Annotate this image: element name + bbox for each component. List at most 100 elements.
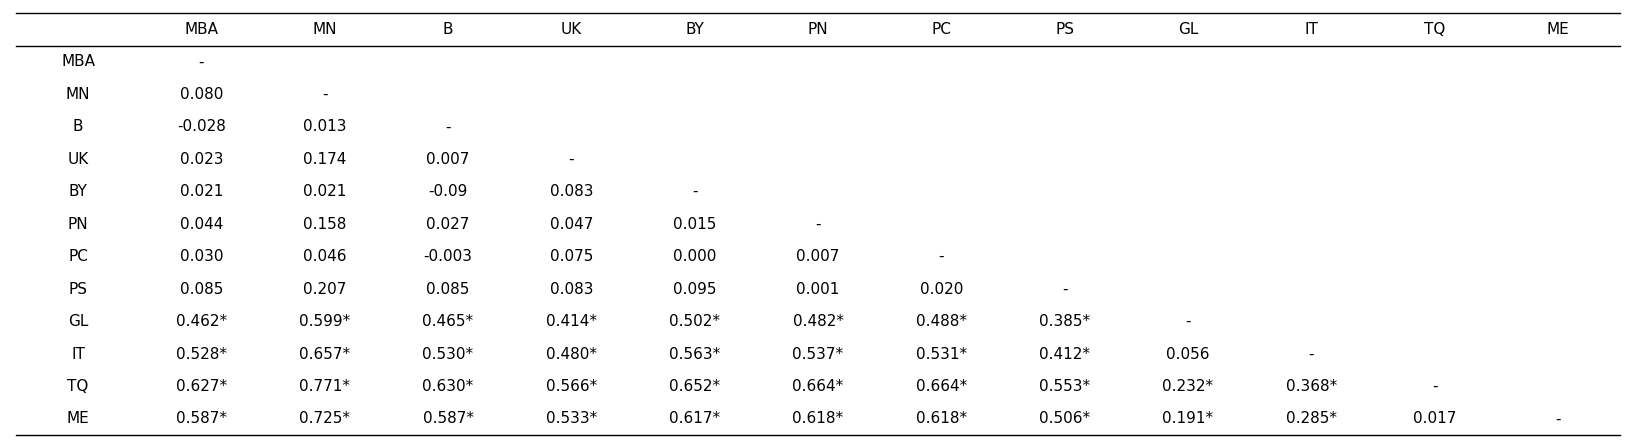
Text: 0.001: 0.001: [797, 281, 839, 297]
Text: -0.028: -0.028: [177, 119, 226, 135]
Text: BY: BY: [685, 22, 703, 37]
Text: 0.013: 0.013: [303, 119, 347, 135]
Text: TQ: TQ: [67, 379, 88, 394]
Text: -: -: [1062, 281, 1067, 297]
Text: -0.09: -0.09: [429, 184, 468, 199]
Text: 0.599*: 0.599*: [299, 314, 350, 329]
Text: 0.080: 0.080: [180, 87, 222, 102]
Text: 0.771*: 0.771*: [299, 379, 350, 394]
Text: B: B: [443, 22, 453, 37]
Text: -0.003: -0.003: [424, 249, 473, 264]
Text: MBA: MBA: [61, 55, 95, 70]
Text: -: -: [1556, 412, 1561, 426]
Text: 0.563*: 0.563*: [669, 346, 720, 361]
Text: 0.083: 0.083: [550, 281, 594, 297]
Text: 0.502*: 0.502*: [669, 314, 720, 329]
Text: PC: PC: [69, 249, 88, 264]
Text: -: -: [445, 119, 452, 135]
Text: 0.007: 0.007: [427, 152, 470, 167]
Text: 0.158: 0.158: [303, 217, 347, 232]
Text: 0.023: 0.023: [180, 152, 222, 167]
Text: PN: PN: [67, 217, 88, 232]
Text: 0.095: 0.095: [672, 281, 717, 297]
Text: PS: PS: [1055, 22, 1075, 37]
Text: ME: ME: [67, 412, 90, 426]
Text: 0.021: 0.021: [180, 184, 222, 199]
Text: PC: PC: [931, 22, 951, 37]
Text: 0.017: 0.017: [1414, 412, 1456, 426]
Text: 0.020: 0.020: [919, 281, 964, 297]
Text: B: B: [72, 119, 83, 135]
Text: -: -: [939, 249, 944, 264]
Text: IT: IT: [1304, 22, 1319, 37]
Text: 0.385*: 0.385*: [1039, 314, 1090, 329]
Text: PS: PS: [69, 281, 87, 297]
Text: 0.047: 0.047: [550, 217, 592, 232]
Text: 0.207: 0.207: [303, 281, 347, 297]
Text: 0.618*: 0.618*: [792, 412, 844, 426]
Text: 0.553*: 0.553*: [1039, 379, 1090, 394]
Text: -: -: [692, 184, 697, 199]
Text: 0.533*: 0.533*: [546, 412, 597, 426]
Text: 0.506*: 0.506*: [1039, 412, 1090, 426]
Text: 0.652*: 0.652*: [669, 379, 720, 394]
Text: 0.630*: 0.630*: [422, 379, 474, 394]
Text: 0.046: 0.046: [303, 249, 347, 264]
Text: 0.531*: 0.531*: [916, 346, 967, 361]
Text: 0.587*: 0.587*: [422, 412, 473, 426]
Text: GL: GL: [67, 314, 88, 329]
Text: 0.482*: 0.482*: [792, 314, 844, 329]
Text: 0.030: 0.030: [180, 249, 222, 264]
Text: 0.007: 0.007: [797, 249, 839, 264]
Text: 0.412*: 0.412*: [1039, 346, 1090, 361]
Text: 0.725*: 0.725*: [299, 412, 350, 426]
Text: 0.537*: 0.537*: [792, 346, 844, 361]
Text: -: -: [1184, 314, 1191, 329]
Text: 0.056: 0.056: [1166, 346, 1209, 361]
Text: 0.462*: 0.462*: [175, 314, 227, 329]
Text: 0.085: 0.085: [180, 281, 222, 297]
Text: 0.480*: 0.480*: [546, 346, 597, 361]
Text: ME: ME: [1546, 22, 1569, 37]
Text: UK: UK: [67, 152, 88, 167]
Text: 0.657*: 0.657*: [299, 346, 350, 361]
Text: -: -: [569, 152, 574, 167]
Text: 0.021: 0.021: [303, 184, 347, 199]
Text: MN: MN: [312, 22, 337, 37]
Text: 0.566*: 0.566*: [546, 379, 597, 394]
Text: MBA: MBA: [185, 22, 218, 37]
Text: 0.083: 0.083: [550, 184, 594, 199]
Text: -: -: [1432, 379, 1438, 394]
Text: 0.488*: 0.488*: [916, 314, 967, 329]
Text: 0.075: 0.075: [550, 249, 592, 264]
Text: 0.191*: 0.191*: [1163, 412, 1214, 426]
Text: 0.085: 0.085: [427, 281, 470, 297]
Text: 0.000: 0.000: [672, 249, 717, 264]
Text: -: -: [322, 87, 327, 102]
Text: PN: PN: [808, 22, 828, 37]
Text: 0.174: 0.174: [303, 152, 347, 167]
Text: GL: GL: [1178, 22, 1198, 37]
Text: 0.027: 0.027: [427, 217, 470, 232]
Text: 0.465*: 0.465*: [422, 314, 473, 329]
Text: 0.617*: 0.617*: [669, 412, 720, 426]
Text: 0.285*: 0.285*: [1286, 412, 1337, 426]
Text: TQ: TQ: [1423, 22, 1445, 37]
Text: 0.587*: 0.587*: [175, 412, 227, 426]
Text: 0.528*: 0.528*: [175, 346, 227, 361]
Text: IT: IT: [70, 346, 85, 361]
Text: BY: BY: [69, 184, 87, 199]
Text: 0.664*: 0.664*: [792, 379, 844, 394]
Text: -: -: [815, 217, 821, 232]
Text: -: -: [198, 55, 204, 70]
Text: 0.664*: 0.664*: [916, 379, 967, 394]
Text: UK: UK: [561, 22, 582, 37]
Text: MN: MN: [65, 87, 90, 102]
Text: 0.015: 0.015: [672, 217, 717, 232]
Text: 0.044: 0.044: [180, 217, 222, 232]
Text: 0.368*: 0.368*: [1286, 379, 1337, 394]
Text: 0.414*: 0.414*: [546, 314, 597, 329]
Text: 0.232*: 0.232*: [1163, 379, 1214, 394]
Text: 0.530*: 0.530*: [422, 346, 473, 361]
Text: 0.627*: 0.627*: [175, 379, 227, 394]
